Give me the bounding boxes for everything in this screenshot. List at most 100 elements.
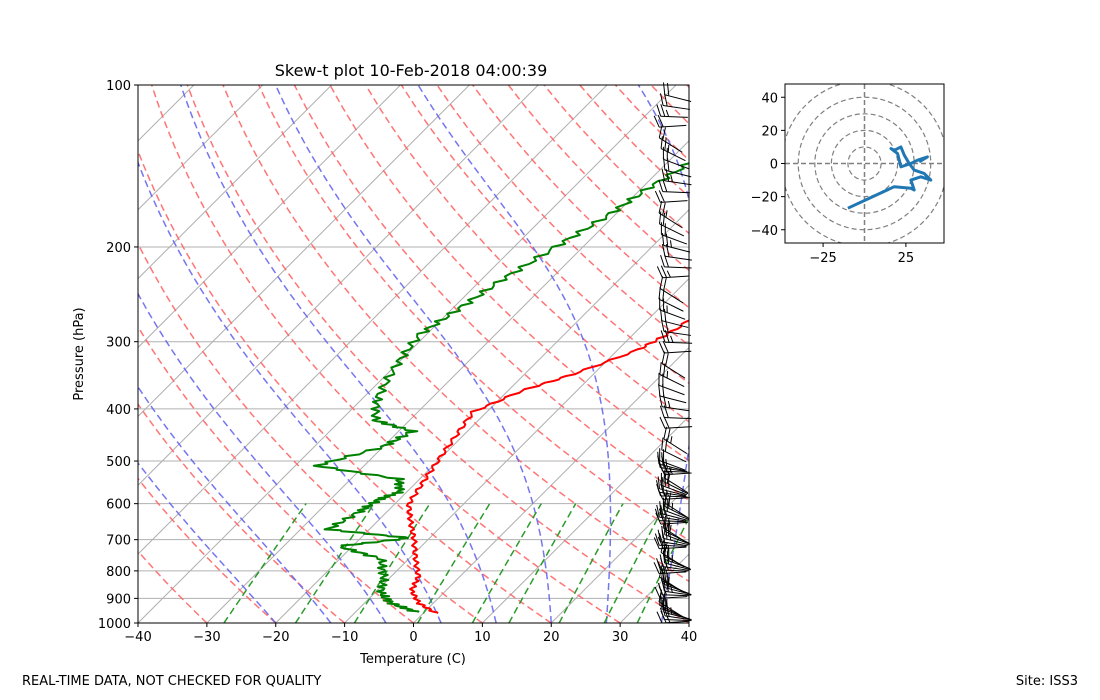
- isotherm-line: [758, 85, 1100, 623]
- wind-barb: [658, 179, 690, 194]
- skewt-x-axis-label: Temperature (C): [359, 652, 466, 667]
- mixing-ratio-line: [558, 503, 624, 623]
- dry-adiabat: [686, 85, 689, 89]
- isotherm-line: [619, 553, 689, 623]
- isotherm-line: [550, 484, 689, 623]
- wind-barb: [656, 104, 688, 118]
- dewpoint-profile: [312, 162, 689, 613]
- isotherm-line: [344, 277, 689, 623]
- y-tick-label: 100: [106, 79, 131, 94]
- x-tick-label: −20: [262, 630, 289, 645]
- y-tick-label: 700: [106, 534, 131, 549]
- dry-adiabat: [472, 85, 689, 309]
- wind-barb: [654, 190, 688, 203]
- wind-barb: [663, 82, 692, 103]
- moist-adiabat: [637, 85, 689, 623]
- hodograph-y-tick-label: −40: [751, 224, 778, 239]
- y-tick-label: 300: [106, 336, 131, 351]
- hodograph-x-tick-label: 25: [898, 251, 915, 266]
- dry-adiabat: [150, 85, 621, 623]
- moist-adiabat: [138, 385, 332, 623]
- x-tick-label: 20: [543, 630, 560, 645]
- dry-adiabat: [758, 85, 1100, 623]
- wind-barb: [663, 426, 688, 454]
- y-tick-label: 200: [106, 241, 131, 256]
- moist-adiabat: [274, 85, 553, 623]
- isotherm-line: [138, 85, 264, 211]
- wind-barb: [658, 200, 683, 229]
- wind-barb: [658, 340, 692, 354]
- dry-adiabat: [650, 85, 689, 125]
- isotherm-line: [206, 140, 689, 623]
- wind-barb: [662, 146, 690, 170]
- wind-barb: [660, 136, 686, 162]
- moist-adiabat: [417, 85, 612, 623]
- skewt-diagram: −40 −30 −20 −10 0 10 20 30 40 100200300400500600…: [0, 61, 1100, 667]
- skewt-profiles: [312, 162, 689, 615]
- isotherm-line: [688, 622, 689, 623]
- skewt-y-ticks: 100 200 300 400 500 600 700 800 900 1000: [98, 79, 138, 632]
- dry-adiabat: [222, 85, 689, 583]
- y-tick-label: 800: [106, 565, 131, 580]
- y-tick-label: 600: [106, 498, 131, 513]
- wind-barbs: [653, 82, 693, 624]
- dry-adiabat: [329, 85, 689, 462]
- skewt-y-axis-label: Pressure (hPa): [72, 307, 87, 400]
- hodograph-y-tick-label: −20: [751, 191, 778, 206]
- hodograph-frame: [784, 83, 945, 244]
- moist-adiabat: [180, 85, 497, 623]
- dry-adiabat: [138, 325, 414, 623]
- isotherm-line: [138, 85, 332, 280]
- mixing-ratio-line: [471, 503, 542, 623]
- isotherm-line: [138, 85, 195, 142]
- wind-barb: [661, 233, 691, 253]
- isotherm-line: [138, 85, 401, 349]
- dry-adiabat: [400, 85, 689, 385]
- hodograph-y-tick-label: 20: [761, 124, 778, 139]
- dry-adiabat: [138, 477, 277, 623]
- hodograph: −25 25 −40 −20 0 20 40: [751, 83, 945, 266]
- x-tick-label: −10: [331, 630, 358, 645]
- hodograph-y-tick-label: 0: [770, 158, 778, 173]
- isotherm-line: [138, 85, 608, 555]
- isotherm-line: [0, 85, 56, 623]
- dry-adiabat: [138, 149, 552, 623]
- wind-barb: [653, 536, 687, 550]
- moist-adiabat: [138, 292, 387, 623]
- dry-adiabat: [507, 85, 689, 272]
- hodograph-y-tick-label: 40: [761, 91, 778, 106]
- isotherm-line: [482, 415, 689, 623]
- x-tick-label: 40: [681, 630, 698, 645]
- wind-barb: [653, 561, 687, 575]
- y-tick-label: 900: [106, 592, 131, 607]
- temperature-profile: [405, 319, 689, 615]
- isotherm-line: [275, 209, 689, 623]
- wind-barb: [660, 93, 691, 110]
- isotherm-line: [138, 85, 470, 418]
- isotherm-line: [138, 85, 539, 486]
- y-tick-label: 1000: [98, 617, 131, 632]
- skewt-gridlines: [0, 85, 1100, 623]
- hodograph-x-tick-label: −25: [809, 251, 836, 266]
- mixing-ratio-line: [508, 503, 577, 623]
- wind-barb: [653, 114, 687, 128]
- dry-adiabat: [258, 85, 689, 542]
- quality-disclaimer: REAL-TIME DATA, NOT CHECKED FOR QUALITY: [22, 674, 322, 689]
- skewt-plot-frame: [137, 84, 690, 624]
- wind-barb: [658, 125, 683, 153]
- y-tick-label: 500: [106, 455, 131, 470]
- hodograph-line: [847, 145, 933, 210]
- wind-barb: [657, 476, 686, 497]
- wind-barb: [659, 416, 693, 429]
- x-tick-label: 10: [474, 630, 491, 645]
- skewt-x-ticks: −40 −30 −20 −10 0 10 20 30 40: [124, 623, 697, 645]
- x-tick-label: −40: [124, 630, 151, 645]
- dry-adiabat: [293, 85, 689, 502]
- dry-adiabat: [186, 85, 689, 623]
- skewt-title: Skew-t plot 10-Feb-2018 04:00:39: [275, 61, 548, 80]
- moist-adiabat: [138, 160, 442, 623]
- mixing-ratio-line: [223, 503, 307, 623]
- mixing-ratio-line: [603, 503, 667, 623]
- x-tick-label: −30: [193, 630, 220, 645]
